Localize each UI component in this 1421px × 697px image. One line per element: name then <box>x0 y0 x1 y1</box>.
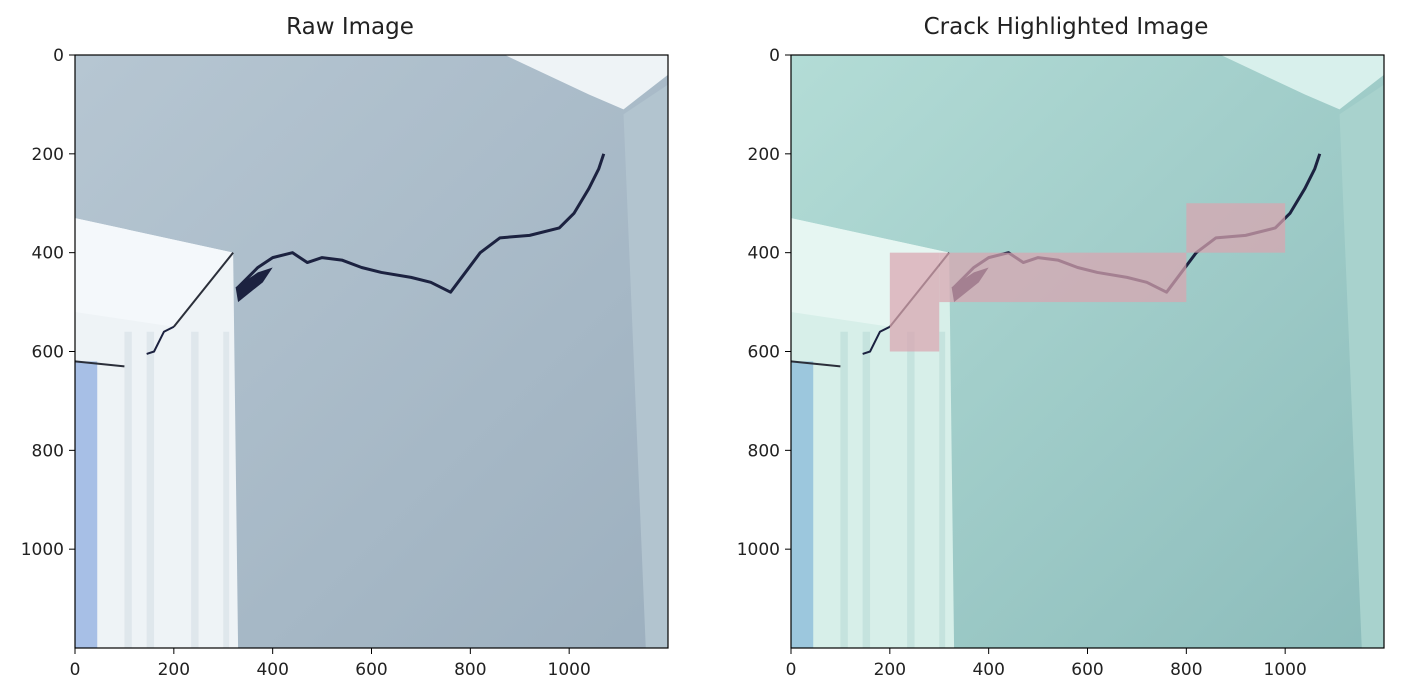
sill-edge <box>791 360 841 368</box>
wall-crack <box>237 153 606 294</box>
sill-edge <box>75 360 125 368</box>
y-tick-label: 800 <box>32 441 64 461</box>
side-wall <box>1339 84 1384 648</box>
x-tick-label: 1000 <box>1264 660 1307 680</box>
y-tick-label: 0 <box>53 46 64 66</box>
y-tick-label: 200 <box>32 145 64 165</box>
ceiling-molding <box>504 55 668 110</box>
y-tick-label: 1000 <box>21 540 64 560</box>
highlighted-image-panel: Crack Highlighted Image 0 200 400 600 800 100… <box>716 0 1416 697</box>
trim-strip-2 <box>907 331 915 648</box>
x-tick-label: 400 <box>256 660 288 680</box>
highlighted-image-axes: 0 200 400 600 800 1000 0 200 400 600 800 1000 <box>737 46 1385 680</box>
x-tick-label: 0 <box>786 660 797 680</box>
crack-opening <box>235 267 273 303</box>
raw-image-panel: Raw Image 0 200 400 600 800 1000 0 200 400 600 800… <box>0 0 700 697</box>
side-wall <box>623 84 668 648</box>
photo-image <box>791 55 1384 648</box>
x-tick-label: 1000 <box>548 660 591 680</box>
y-tick-label: 400 <box>748 244 780 264</box>
x-tick-label: 0 <box>70 660 81 680</box>
window-glass <box>791 361 814 648</box>
x-tick-label: 200 <box>158 660 190 680</box>
trim-strip-1 <box>146 331 155 648</box>
raw-image-axes: 0 200 400 600 800 1000 0 200 400 600 800 1000 <box>21 46 669 680</box>
trim-strip-1 <box>862 331 871 648</box>
head-casing <box>75 218 234 327</box>
highlighted-image-title: Crack Highlighted Image <box>923 14 1209 40</box>
window-glass <box>75 361 98 648</box>
y-tick-label: 800 <box>748 441 780 461</box>
x-tick-label: 600 <box>355 660 387 680</box>
highlight-box-2 <box>939 252 1187 303</box>
trim-strip-2 <box>191 331 199 648</box>
y-tick-label: 600 <box>748 343 780 363</box>
trim-strip-3 <box>223 331 230 648</box>
casing-edge <box>173 252 234 328</box>
y-tick-label: 400 <box>32 244 64 264</box>
x-tick-label: 800 <box>1170 660 1202 680</box>
y-tick-label: 0 <box>769 46 780 66</box>
y-tick-label: 200 <box>748 145 780 165</box>
x-tick-label: 200 <box>874 660 906 680</box>
highlight-box-1 <box>889 252 940 352</box>
x-tick-label: 400 <box>972 660 1004 680</box>
x-tick-label: 600 <box>1071 660 1103 680</box>
casing-crack <box>146 325 175 355</box>
trim-strip-0 <box>124 331 132 648</box>
photo-image <box>75 55 668 648</box>
x-tick-label: 800 <box>454 660 486 680</box>
y-tick-label: 1000 <box>737 540 780 560</box>
trim-strip-0 <box>840 331 848 648</box>
raw-image-title: Raw Image <box>286 14 414 40</box>
casing-crack <box>862 325 891 355</box>
trim-strip-3 <box>939 331 946 648</box>
y-tick-label: 600 <box>32 343 64 363</box>
highlight-box-3 <box>1186 203 1286 253</box>
ceiling-molding <box>1220 55 1384 110</box>
